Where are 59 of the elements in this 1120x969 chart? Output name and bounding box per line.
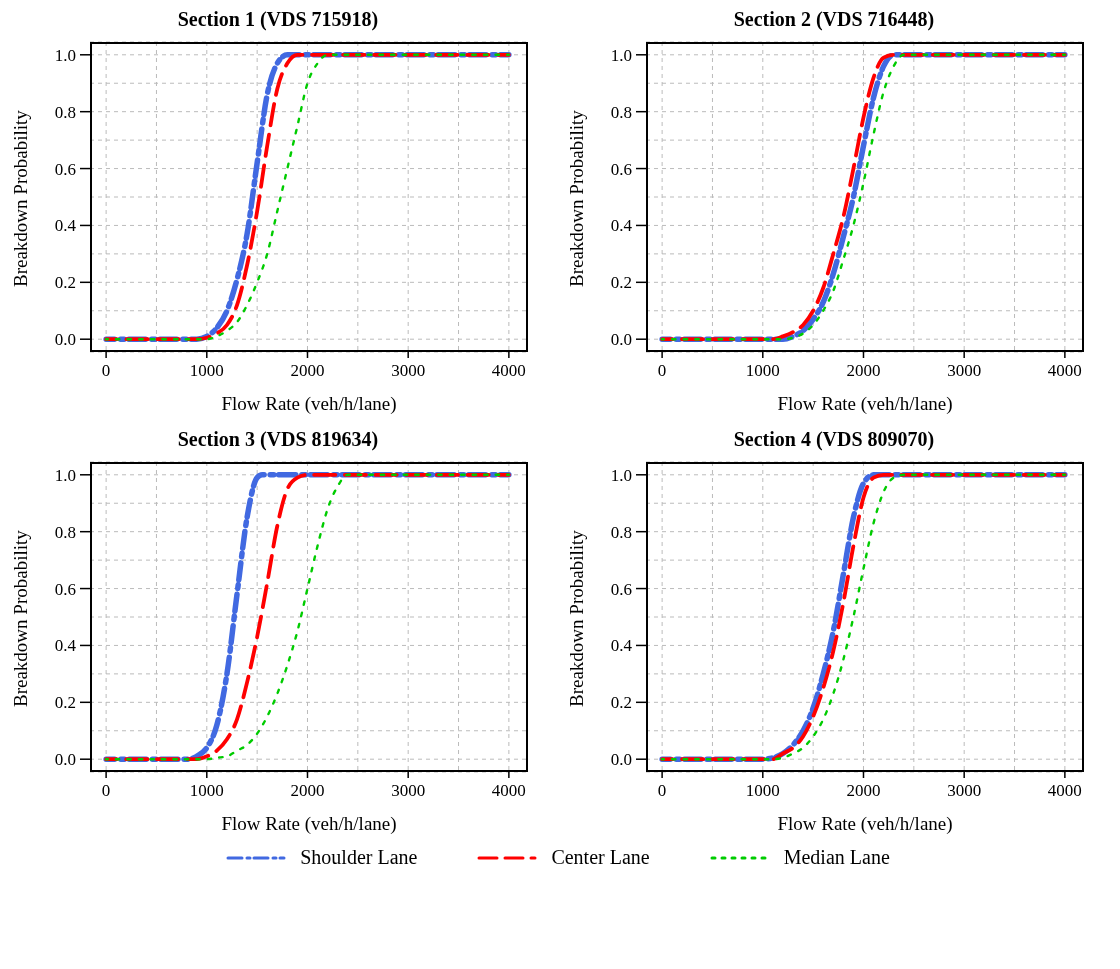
x-tick-label: 0 — [101, 361, 111, 380]
x-tick-label: 2000 — [846, 781, 881, 800]
x-tick-label: 4000 — [1047, 361, 1082, 380]
x-tick-label: 2000 — [290, 781, 325, 800]
x-tick-label: 1000 — [189, 781, 224, 800]
y-tick-label: 0.4 — [54, 636, 77, 656]
y-tick-label: 0.0 — [54, 750, 76, 770]
chart-title: Section 3 (VDS 819634) — [176, 428, 380, 453]
y-axis-title: Breakdown Probability — [9, 529, 31, 707]
y-tick-label: 0.8 — [54, 102, 76, 122]
y-tick-label: 1.0 — [610, 45, 632, 65]
x-tick-label: 4000 — [1047, 781, 1082, 800]
y-tick-label: 0.6 — [610, 159, 632, 179]
y-tick-label: 0.8 — [610, 102, 632, 122]
x-tick-label: 3000 — [391, 781, 426, 800]
x-tick-label: 1000 — [745, 361, 780, 380]
y-tick-label: 0.6 — [610, 579, 632, 599]
x-axis-title: Flow Rate (veh/h/lane) — [777, 813, 953, 835]
x-tick-label: 3000 — [947, 361, 982, 380]
y-axis-title: Breakdown Probability — [9, 109, 31, 287]
y-tick-label: 0.4 — [610, 216, 633, 236]
x-axis-title: Flow Rate (veh/h/lane) — [777, 393, 953, 415]
y-tick-label: 0.4 — [610, 636, 633, 656]
y-tick-label: 0.2 — [54, 693, 76, 713]
x-tick-label: 0 — [101, 781, 111, 800]
x-tick-label: 2000 — [290, 361, 325, 380]
x-tick-label: 0 — [657, 361, 667, 380]
x-tick-label: 3000 — [947, 781, 982, 800]
y-tick-label: 0.6 — [54, 579, 76, 599]
y-tick-label: 0.6 — [54, 159, 76, 179]
x-tick-label: 0 — [657, 781, 667, 800]
x-axis-title: Flow Rate (veh/h/lane) — [221, 393, 397, 415]
y-tick-label: 1.0 — [610, 465, 632, 485]
chart-title: Section 1 (VDS 715918) — [176, 8, 380, 33]
y-tick-label: 0.2 — [610, 693, 632, 713]
legend-label: Median Lane — [783, 846, 890, 869]
y-tick-label: 0.4 — [54, 216, 77, 236]
y-tick-label: 1.0 — [54, 465, 76, 485]
legend-label: Center Lane — [551, 846, 650, 869]
x-tick-label: 2000 — [846, 361, 881, 380]
chart-title: Section 2 (VDS 716448) — [732, 8, 936, 33]
y-tick-label: 0.8 — [610, 522, 632, 542]
y-axis-title: Breakdown Probability — [565, 109, 587, 287]
x-tick-label: 1000 — [189, 361, 224, 380]
legend-label: Shoulder Lane — [300, 846, 418, 869]
y-tick-label: 0.0 — [610, 330, 632, 350]
x-tick-label: 3000 — [391, 361, 426, 380]
x-tick-label: 1000 — [745, 781, 780, 800]
y-tick-label: 0.2 — [610, 273, 632, 293]
y-tick-label: 0.0 — [54, 330, 76, 350]
y-tick-label: 0.2 — [54, 273, 76, 293]
y-tick-label: 1.0 — [54, 45, 76, 65]
y-tick-label: 0.8 — [54, 522, 76, 542]
y-tick-label: 0.0 — [610, 750, 632, 770]
x-tick-label: 4000 — [491, 781, 526, 800]
y-axis-title: Breakdown Probability — [565, 529, 587, 707]
x-tick-label: 4000 — [491, 361, 526, 380]
chart-title: Section 4 (VDS 809070) — [732, 428, 936, 453]
x-axis-title: Flow Rate (veh/h/lane) — [221, 813, 397, 835]
